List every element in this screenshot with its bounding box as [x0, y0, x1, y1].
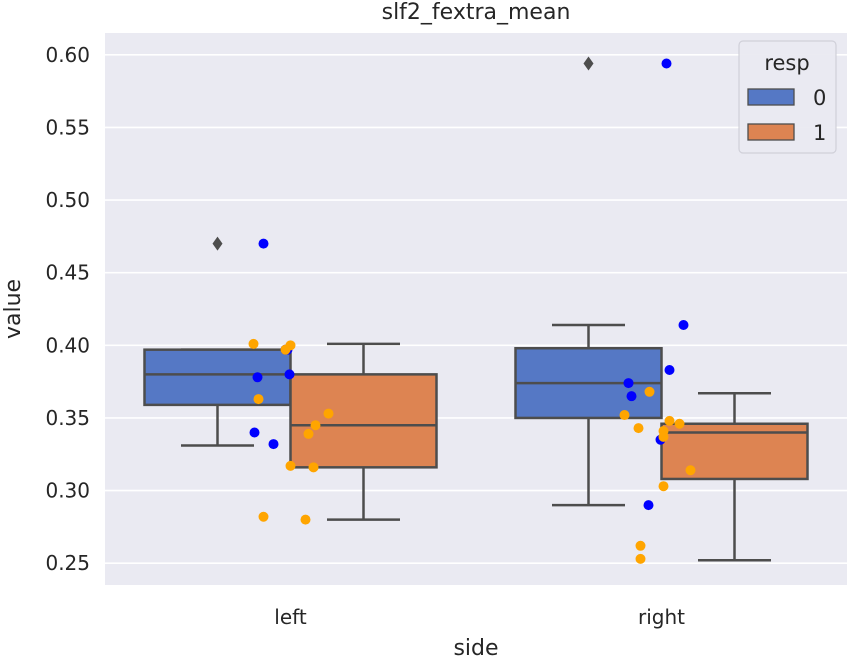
box-iqr [143, 348, 292, 407]
plot-background [105, 33, 847, 585]
data-point [258, 238, 269, 249]
data-point [284, 369, 295, 380]
data-point [626, 391, 637, 402]
data-point [658, 481, 669, 492]
data-point [674, 418, 685, 429]
y-tick-label: 0.60 [45, 43, 90, 67]
data-point [280, 344, 291, 355]
data-point [308, 462, 319, 473]
data-point [248, 338, 259, 349]
data-point [323, 408, 334, 419]
data-point [685, 465, 696, 476]
y-tick-label: 0.30 [45, 479, 90, 503]
y-tick-label: 0.55 [45, 115, 90, 139]
outlier-marker [212, 236, 223, 251]
data-point [661, 58, 672, 69]
data-point [678, 319, 689, 330]
data-point [644, 386, 655, 397]
x-axis: left right [274, 605, 685, 629]
y-tick-label: 0.45 [45, 261, 90, 285]
data-point [619, 410, 630, 421]
data-point [303, 428, 314, 439]
data-point [285, 460, 296, 471]
data-point [633, 423, 644, 434]
outlier-marker [583, 56, 594, 71]
data-point [249, 427, 260, 438]
data-point [623, 378, 634, 389]
box-right-resp-1 [660, 392, 809, 562]
points [248, 58, 696, 564]
data-point [635, 553, 646, 564]
y-tick-label: 0.25 [45, 551, 90, 575]
legend-swatch-1 [747, 123, 795, 141]
data-point [664, 365, 675, 376]
data-point [635, 540, 646, 551]
data-point [268, 439, 279, 450]
legend-title: resp [764, 51, 809, 75]
grid [105, 53, 847, 565]
box-right-resp-0 [514, 56, 663, 507]
y-tick-label: 0.50 [45, 188, 90, 212]
data-point [253, 394, 264, 405]
x-tick-label: right [638, 605, 685, 629]
data-point [252, 372, 263, 383]
legend-swatch-0 [747, 88, 795, 106]
data-point [300, 514, 311, 525]
legend-label-0: 0 [813, 86, 826, 110]
legend: resp 0 1 [738, 40, 837, 154]
box-iqr [289, 373, 438, 469]
y-axis: 0.25 0.30 0.35 0.40 0.45 0.50 0.55 0.60 [45, 43, 90, 575]
data-point [643, 500, 654, 511]
data-point [258, 511, 269, 522]
legend-label-1: 1 [813, 121, 826, 145]
x-tick-label: left [274, 605, 307, 629]
data-point [664, 415, 675, 426]
y-tick-label: 0.40 [45, 333, 90, 357]
chart-title: slf2_fextra_mean [382, 0, 571, 25]
data-point [658, 431, 669, 442]
y-tick-label: 0.35 [45, 406, 90, 430]
data-point [310, 420, 321, 431]
y-axis-label: value [1, 279, 26, 339]
x-axis-label: side [453, 636, 498, 661]
